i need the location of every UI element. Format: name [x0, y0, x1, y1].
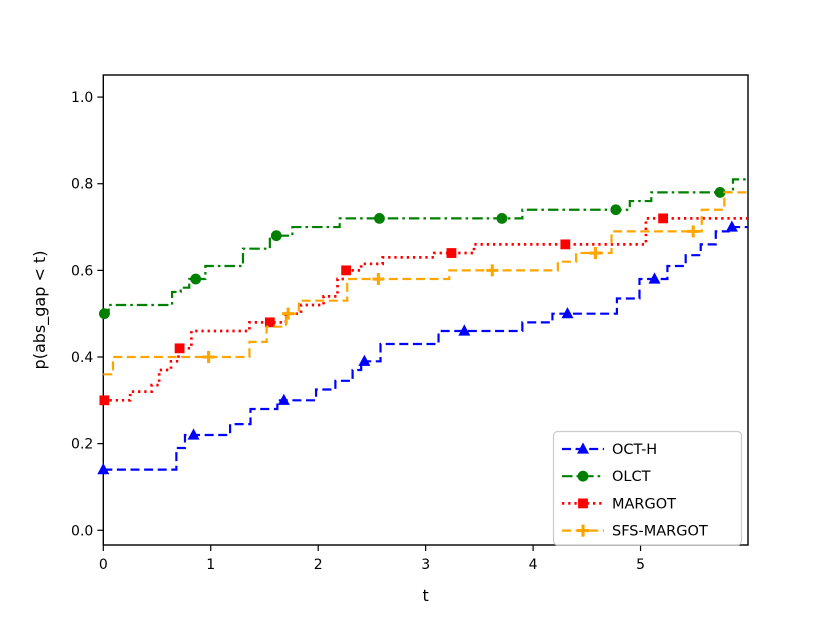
square-marker	[578, 498, 588, 509]
x-axis-label: t	[423, 586, 429, 605]
square-marker	[560, 239, 571, 250]
x-tick-label: 5	[636, 557, 645, 573]
legend-label: SFS-MARGOT	[612, 524, 708, 540]
square-marker	[658, 213, 669, 224]
triangle-marker	[561, 307, 574, 319]
y-axis: 0.0 0.2 0.4 0.6 0.8 1.0	[71, 90, 104, 539]
legend-label: MARGOT	[612, 496, 676, 512]
circle-marker	[98, 308, 110, 320]
plus-marker	[372, 273, 385, 286]
circle-marker	[496, 212, 508, 224]
plus-marker	[589, 247, 602, 260]
circle-marker	[714, 186, 726, 198]
series-SFS-MARGOT	[103, 191, 748, 376]
square-marker	[446, 248, 457, 258]
y-tick-label: 0.0	[71, 523, 93, 539]
series-OLCT	[98, 178, 748, 320]
legend-item-OCT-H: OCT-H	[562, 442, 657, 458]
x-tick-label: 2	[314, 557, 323, 573]
circle-marker	[190, 273, 202, 285]
x-tick-label: 1	[206, 557, 215, 573]
circle-marker	[610, 204, 622, 216]
legend-item-OLCT: OLCT	[562, 469, 651, 485]
circle-marker	[374, 212, 385, 224]
triangle-marker	[458, 324, 471, 336]
legend-label: OCT-H	[612, 442, 657, 458]
series-OCT-H	[97, 220, 748, 475]
plus-marker	[202, 351, 215, 363]
square-marker	[174, 343, 185, 354]
triangle-marker	[277, 393, 290, 405]
triangle-marker	[648, 272, 661, 284]
square-marker	[264, 317, 275, 328]
legend-item-SFS-MARGOT: SFS-MARGOT	[562, 524, 708, 540]
triangle-marker	[187, 428, 200, 440]
series-line-SFS-MARGOT	[103, 191, 748, 376]
square-marker	[99, 395, 110, 406]
y-axis-label: p(abs_gap < t)	[30, 251, 50, 370]
plus-marker	[282, 307, 295, 320]
square-marker	[341, 265, 352, 276]
plus-marker	[486, 264, 499, 277]
x-tick-label: 4	[529, 557, 538, 573]
triangle-marker	[725, 220, 738, 232]
triangle-marker	[97, 463, 110, 475]
triangle-marker	[577, 442, 589, 454]
plus-marker	[577, 524, 589, 537]
series-MARGOT	[99, 213, 748, 406]
plus-marker	[687, 225, 700, 238]
x-tick-label: 3	[421, 557, 430, 573]
legend-item-MARGOT: MARGOT	[562, 496, 676, 512]
y-tick-label: 0.6	[71, 263, 93, 279]
circle-marker	[577, 470, 589, 482]
triangle-marker	[358, 354, 371, 366]
x-tick-label: 0	[99, 557, 108, 573]
legend-label: OLCT	[612, 469, 651, 485]
y-tick-label: 1.0	[71, 90, 93, 106]
circle-marker	[270, 230, 282, 242]
y-tick-label: 0.2	[71, 437, 93, 453]
x-axis: 0 1 2 3 4 5	[99, 545, 645, 573]
legend-box	[552, 430, 743, 546]
series-line-OLCT	[103, 178, 748, 315]
y-tick-label: 0.8	[71, 177, 93, 193]
y-tick-label: 0.4	[71, 350, 93, 366]
legend: OCT-H OLCT MARGOT SFS-MARGOT	[552, 430, 743, 546]
